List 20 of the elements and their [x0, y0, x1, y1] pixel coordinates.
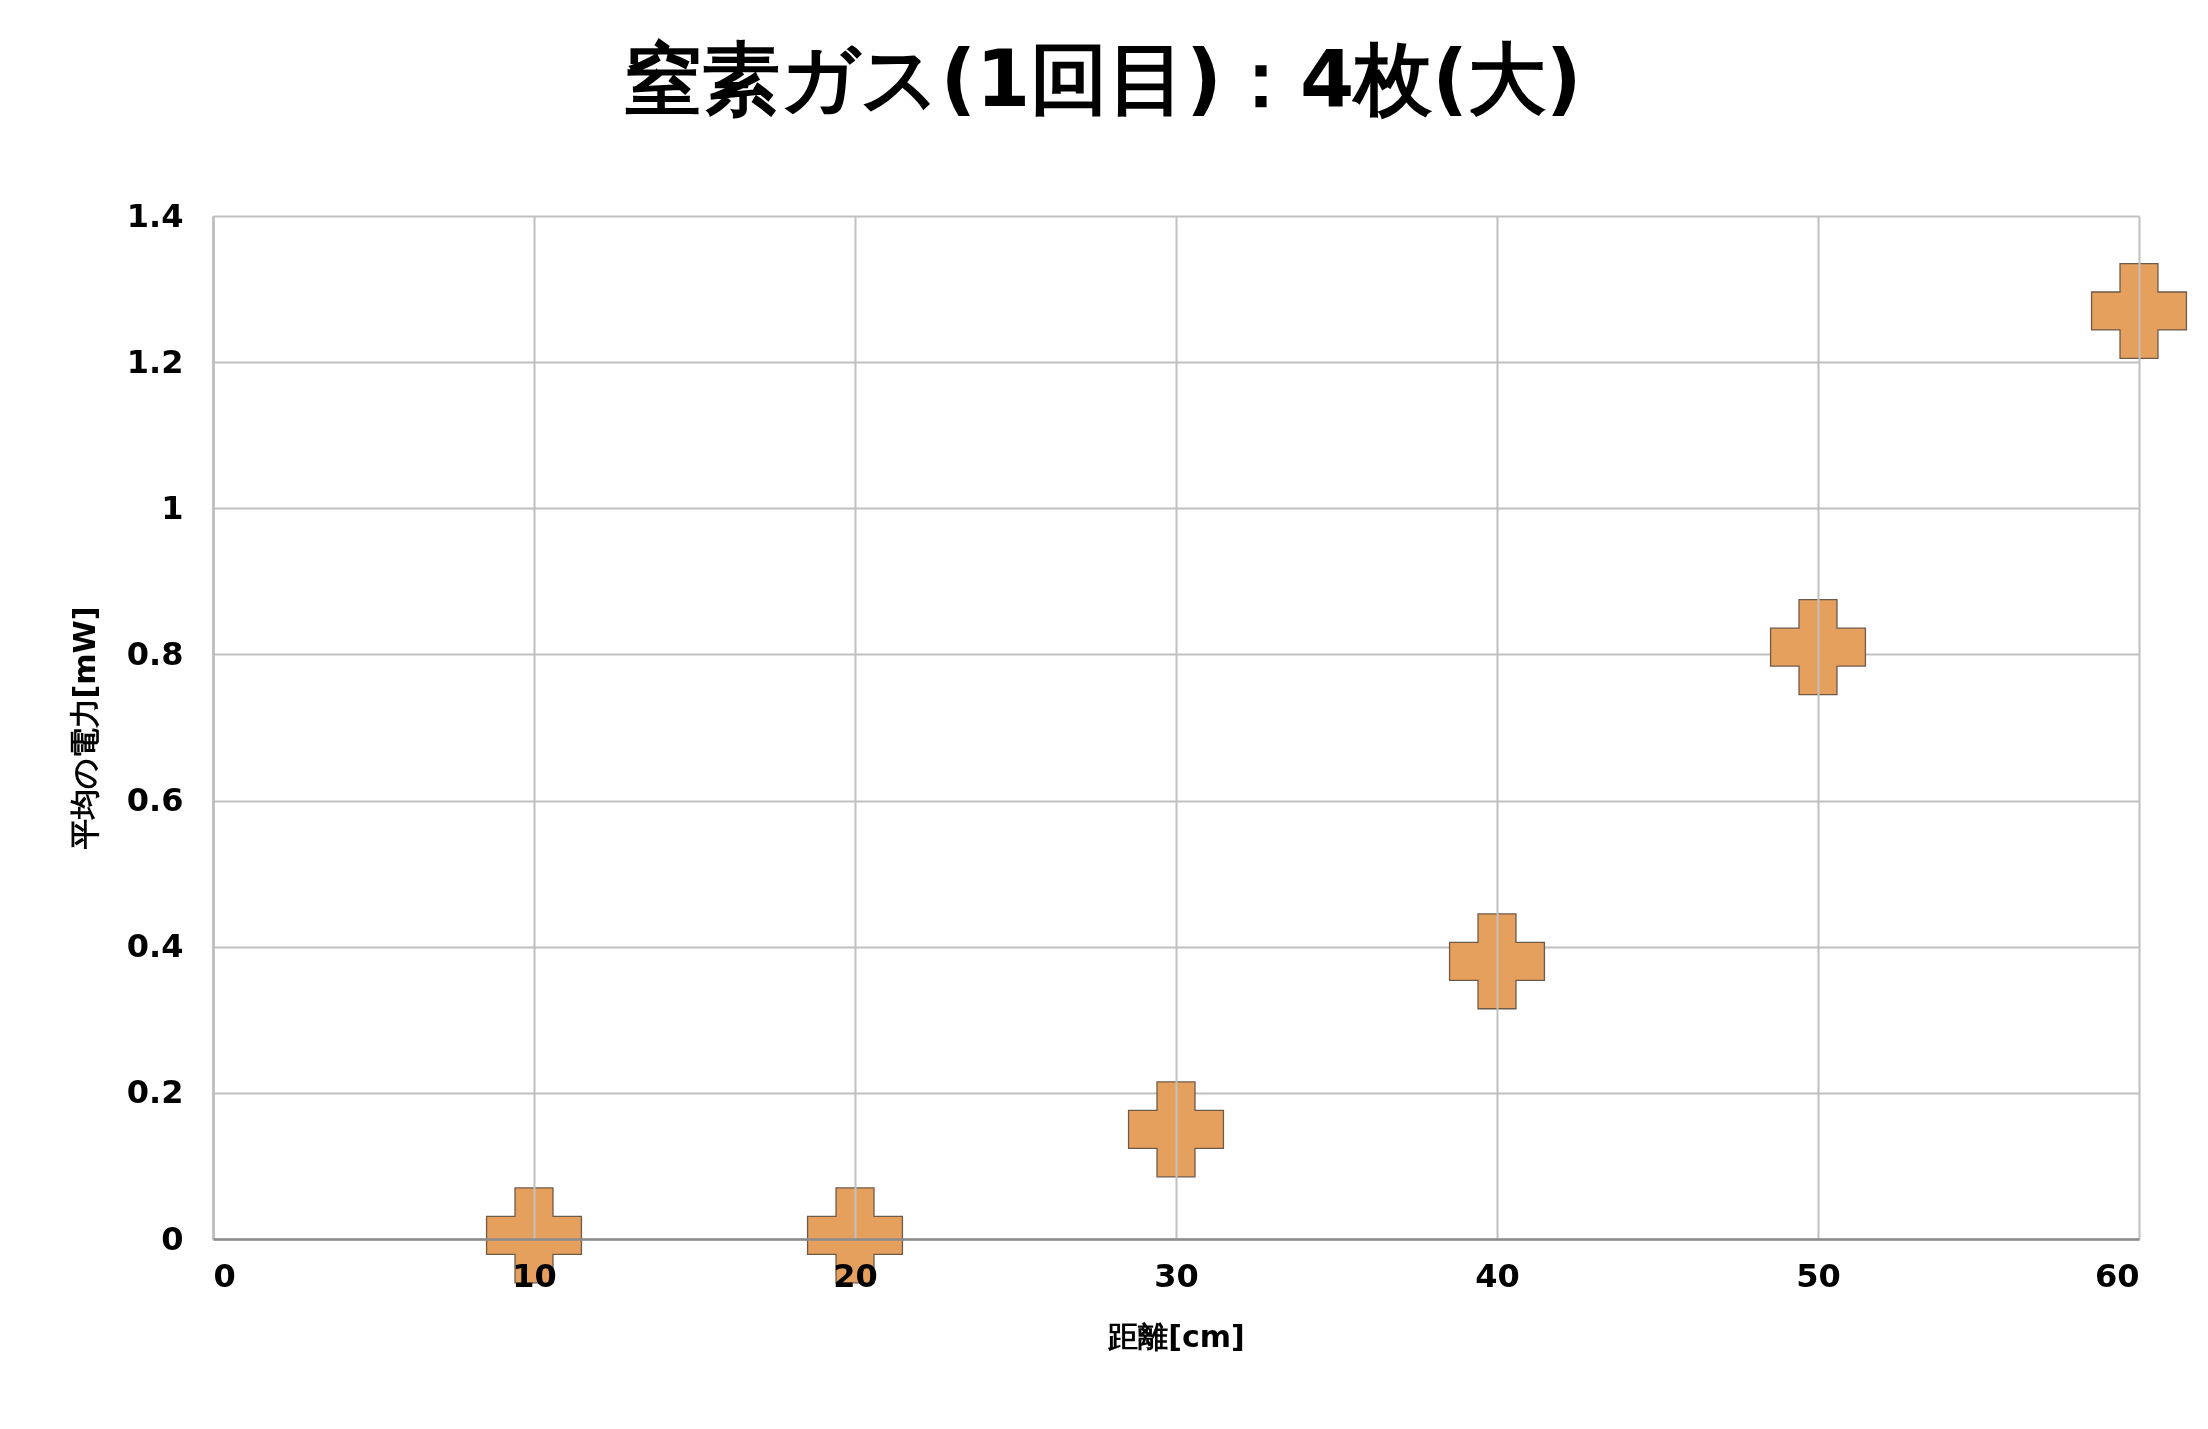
point [1127, 1081, 1225, 1178]
y-tick-label: 1.4 [126, 196, 184, 235]
x-tick-label: 40 [1475, 1256, 1520, 1295]
point [1769, 599, 1867, 696]
y-tick-label: 0.2 [126, 1073, 184, 1112]
chart-title: 窒素ガス(1回目)：4枚(大) [624, 34, 1582, 124]
y-tick-label: 0.6 [126, 781, 184, 820]
y-tick-label: 0.8 [126, 634, 184, 673]
point [1448, 913, 1546, 1010]
point [2090, 262, 2188, 360]
y-tick-label: 1 [161, 488, 184, 527]
y-tick-label: 1.2 [126, 342, 184, 381]
y-tick-label: 0 [161, 1219, 184, 1258]
x-axis-title: 距離[cm] [1107, 1318, 1245, 1354]
x-tick-label: 50 [1796, 1256, 1841, 1295]
x-tick-label: 60 [2094, 1256, 2140, 1295]
y-tick-label: 0.4 [126, 927, 184, 966]
x-tick-label: 30 [1154, 1256, 1199, 1295]
x-tick-label: 0 [213, 1256, 236, 1295]
y-axis-title: 平均の電力[mW] [66, 606, 102, 851]
